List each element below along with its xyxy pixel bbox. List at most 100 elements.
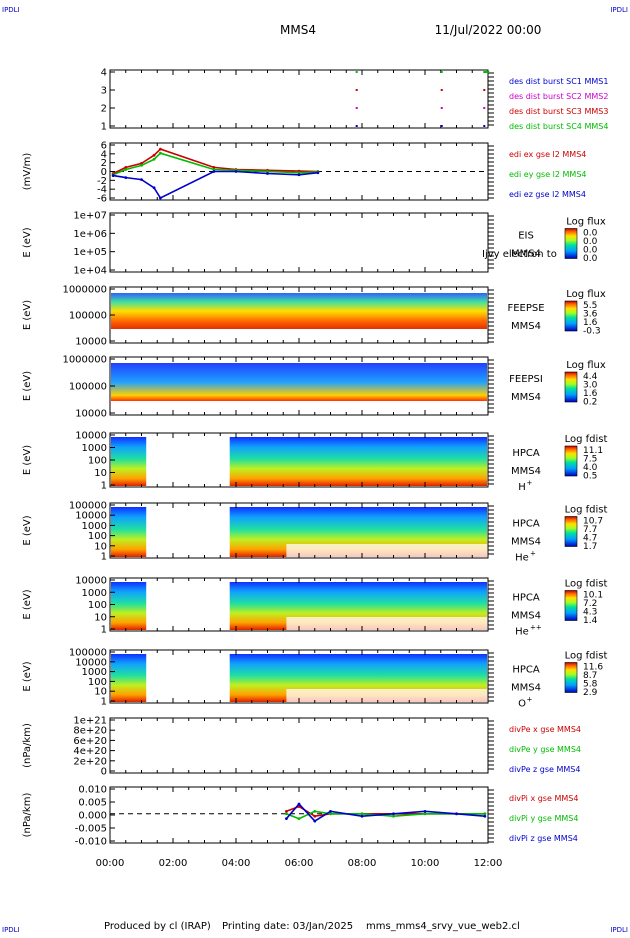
panel-divpi-series-point bbox=[483, 814, 487, 818]
panel-hpca-o-ytick-label: 100 bbox=[88, 677, 107, 688]
panel-divpi-ytick-label: 0.005 bbox=[78, 798, 107, 809]
panel-divpi-series-point bbox=[297, 817, 301, 821]
panel-divpi-ytick-label: -0.005 bbox=[75, 824, 107, 835]
panel-edi-series-line-1 bbox=[112, 148, 318, 175]
panel-burst-legend-4: des dist burst SC4 MMS4 bbox=[509, 122, 608, 131]
panel-feepsi-ytick-label: 1000000 bbox=[62, 355, 107, 366]
panel-divpe-frame bbox=[109, 717, 489, 774]
panel-feepse-colorbar-label: -0.3 bbox=[583, 327, 601, 337]
panel-burst-burst-mark bbox=[440, 107, 443, 109]
panel-edi-series-point bbox=[140, 161, 143, 165]
panel-hpca-he-ytick-label: 100 bbox=[88, 531, 107, 542]
panel-divpe-ytick-label: 0 bbox=[101, 767, 107, 778]
corner-label-top-left: IPDLI bbox=[2, 6, 20, 14]
panel-feepse-instrument-label: FEEPSE bbox=[507, 303, 544, 314]
panel-divpi-series-point bbox=[313, 819, 317, 823]
panel-edi-series-point bbox=[152, 157, 156, 161]
header-spacecraft: MMS4 bbox=[280, 23, 316, 37]
panel-hpca-he-colorbar-label: 7.7 bbox=[583, 525, 597, 535]
panel-hpca-he-ytick-label: 1 bbox=[101, 552, 107, 563]
header-date: 11/Jul/2022 00:00 bbox=[435, 23, 542, 37]
panel-hpca-o-spacecraft-label: MMS4 bbox=[511, 683, 541, 694]
panel-hpca-o-colorbar-label: 8.7 bbox=[583, 671, 597, 681]
panel-divpe-ylabel: (nPa/km) bbox=[22, 723, 33, 768]
panel-hpca-o-colorbar-label: 5.8 bbox=[583, 680, 598, 690]
panel-burst-frame bbox=[109, 69, 489, 129]
panel-hpca-hepp-colorbar bbox=[564, 590, 578, 621]
panel-hpca-he-spectrogram-left bbox=[111, 507, 147, 557]
panel-hpca-o-instrument-label: HPCA bbox=[512, 665, 540, 676]
panel-hpca-o-colorbar-title: Log fdist bbox=[565, 651, 608, 662]
panel-hpca-h-ytick-label: 10 bbox=[94, 468, 107, 479]
panel-edi-series-point bbox=[266, 172, 269, 175]
panel-hpca-he-colorbar-title: Log fdist bbox=[565, 505, 608, 516]
panel-hpca-h-ytick-label: 1000 bbox=[82, 443, 107, 454]
panel-hpca-h-colorbar-label: 0.5 bbox=[583, 472, 597, 482]
panel-hpca-h-ylabel: E (eV) bbox=[22, 445, 33, 475]
panel-edi-ytick-label: 4 bbox=[101, 149, 107, 160]
panel-divpi-series-point bbox=[392, 814, 395, 818]
panel-burst-burst-mark bbox=[483, 107, 486, 109]
panel-hpca-he-ytick-label: 10 bbox=[94, 541, 107, 552]
panel-burst-ytick-label: 2 bbox=[101, 104, 107, 115]
panel-edi-legend-3: edi ez gse l2 MMS4 bbox=[509, 190, 586, 199]
panel-feepsi-spacecraft-label: MMS4 bbox=[511, 392, 541, 403]
panel-divpi-series-point bbox=[313, 814, 317, 818]
panel-eis-ylabel: E (eV) bbox=[22, 227, 33, 257]
panel-edi-ylabel: (mV/m) bbox=[22, 153, 33, 191]
panel-hpca-h-colorbar-label: 11.1 bbox=[583, 446, 603, 456]
time-axis-label: 00:00 bbox=[96, 858, 125, 869]
panel-eis-ytick-label: 1e+05 bbox=[73, 247, 107, 258]
panel-edi-series-point bbox=[152, 153, 156, 157]
panel-hpca-h-species-charge: + bbox=[527, 479, 533, 487]
panel-hpca-hepp-ytick-label: 100 bbox=[88, 600, 107, 611]
panel-feepse-ytick-label: 100000 bbox=[69, 311, 107, 322]
panel-hpca-he-ytick-label: 100000 bbox=[69, 501, 107, 512]
panel-hpca-he-instrument-label: HPCA bbox=[512, 519, 540, 530]
panel-feepsi-spectrogram bbox=[111, 363, 487, 401]
panel-eis-ytick-label: 1e+04 bbox=[73, 266, 107, 277]
panel-edi-ytick-label: -2 bbox=[97, 176, 107, 187]
time-axis-label: 04:00 bbox=[222, 858, 251, 869]
panel-feepsi-colorbar bbox=[564, 371, 578, 403]
time-axis-label: 12:00 bbox=[474, 858, 503, 869]
panel-divpi-ytick-label: 0.010 bbox=[78, 785, 107, 796]
panel-burst-burst-mark bbox=[483, 89, 486, 91]
panel-feepsi-ylabel: E (eV) bbox=[22, 371, 33, 401]
panel-hpca-h-instrument-label: HPCA bbox=[512, 448, 540, 459]
panel-edi-series-point bbox=[152, 186, 156, 190]
panel-divpi-legend-2: divPi y gse MMS4 bbox=[509, 814, 578, 823]
panel-feepse-colorbar-label: 3.6 bbox=[583, 310, 598, 320]
panel-edi-series-line-3 bbox=[113, 170, 318, 200]
panel-divpi-frame bbox=[109, 786, 489, 844]
panel-edi-series-point bbox=[316, 171, 320, 175]
time-axis-label: 10:00 bbox=[411, 858, 440, 869]
panel-edi-series-point bbox=[159, 196, 162, 200]
panel-hpca-hepp-sparse-region bbox=[286, 617, 487, 630]
corner-label-bottom-left: IPDLI bbox=[2, 926, 20, 934]
panel-hpca-he-ytick-label: 1000 bbox=[82, 521, 107, 532]
panel-edi-ytick-label: -6 bbox=[97, 194, 107, 205]
footer-filename: mms_mms4_srvy_vue_web2.cl bbox=[366, 921, 520, 932]
panel-hpca-he-ylabel: E (eV) bbox=[22, 515, 33, 545]
panel-divpi-series-point bbox=[313, 809, 317, 813]
panel-edi-series-point bbox=[124, 166, 128, 169]
panel-feepsi-colorbar-label: 3.0 bbox=[583, 381, 598, 391]
panel-hpca-hepp-ytick-label: 1 bbox=[101, 625, 107, 636]
panel-divpi-series-point bbox=[329, 809, 332, 813]
panel-hpca-hepp-spacecraft-label: MMS4 bbox=[511, 611, 541, 622]
panel-hpca-o-species-charge: + bbox=[527, 696, 533, 704]
panel-hpca-o-colorbar-label: 2.9 bbox=[583, 688, 598, 698]
panel-hpca-o-colorbar bbox=[564, 662, 578, 693]
panel-hpca-o-ylabel: E (eV) bbox=[22, 661, 33, 691]
panel-eis-overlay-text: Ijvy electron to bbox=[482, 249, 557, 260]
panel-edi-series-point bbox=[234, 170, 238, 173]
panel-divpe-ytick-label: 2e+20 bbox=[73, 756, 107, 767]
panel-edi-series-point bbox=[297, 173, 301, 177]
panel-feepse-ytick-label: 1000000 bbox=[62, 285, 107, 296]
panel-hpca-o-sparse-region bbox=[286, 689, 487, 702]
panel-hpca-hepp-ylabel: E (eV) bbox=[22, 589, 33, 619]
panel-divpi-series-point bbox=[423, 809, 427, 813]
panel-hpca-he-species-label: He bbox=[515, 553, 529, 564]
